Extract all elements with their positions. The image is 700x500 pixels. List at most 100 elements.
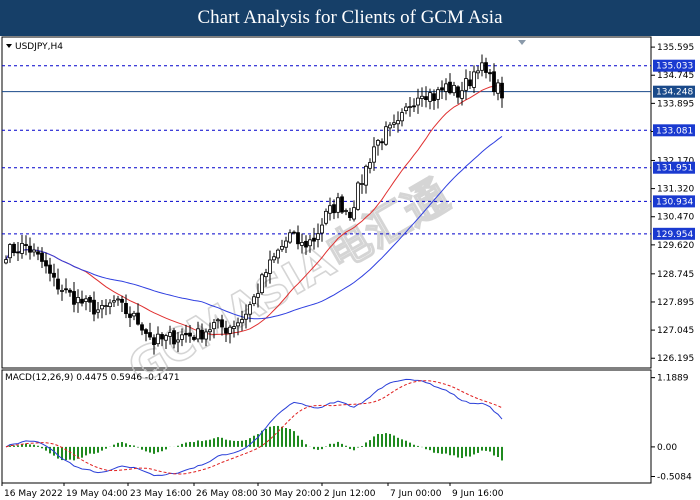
candle-body: [344, 210, 348, 212]
candle-body: [384, 126, 388, 145]
price-tick-label: 127.045: [657, 326, 694, 336]
candle-body: [4, 259, 8, 264]
candle-body: [312, 237, 316, 242]
candle-body: [444, 83, 448, 92]
level-label-box: [653, 195, 695, 208]
page-title: Chart Analysis for Clients of GCM Asia: [0, 0, 700, 36]
candle-body: [388, 124, 392, 129]
candle-body: [224, 327, 228, 334]
candle-body: [484, 62, 488, 73]
candle-body: [428, 92, 432, 102]
candle-body: [192, 336, 196, 340]
candle-body: [40, 252, 44, 262]
candle-body: [276, 249, 280, 259]
candle-body: [292, 231, 296, 234]
macd-label: MACD(12,26,9) 0.4475 0.5946 -0.1471: [5, 373, 180, 383]
candle-body: [448, 81, 452, 94]
candle-body: [348, 211, 352, 218]
candle-body: [144, 329, 148, 334]
candle-body: [360, 183, 364, 185]
candle-body: [432, 93, 436, 101]
candle-body: [336, 197, 340, 213]
macd-tick-label: 0.00: [657, 443, 677, 453]
candle-body: [324, 210, 328, 224]
candle-body: [44, 260, 48, 267]
candle-body: [392, 122, 396, 125]
candle-body: [128, 313, 132, 318]
candle-body: [176, 339, 180, 343]
candle-body: [164, 335, 168, 341]
symbol-dropdown-icon[interactable]: [6, 44, 12, 48]
candle-body: [440, 87, 444, 91]
candle-body: [32, 249, 36, 253]
candle-body: [340, 196, 344, 213]
candle-body: [256, 293, 260, 298]
time-tick-label: 9 Jun 16:00: [452, 489, 504, 499]
level-label: 135.033: [656, 62, 693, 72]
candle-body: [308, 239, 312, 247]
candle-body: [208, 329, 212, 333]
candle-body: [84, 298, 88, 302]
candle-body: [104, 305, 108, 308]
candle-body: [180, 334, 184, 340]
macd-panel-frame: [1, 369, 652, 484]
candle-body: [48, 264, 52, 274]
candle-body: [240, 319, 244, 324]
candle-body: [248, 304, 252, 315]
candle-body: [136, 312, 140, 325]
candle-body: [60, 290, 64, 292]
candle-body: [304, 240, 308, 248]
candle-body: [148, 332, 152, 338]
candle-body: [56, 278, 60, 290]
price-tick-label: 134.745: [657, 71, 694, 81]
candle-body: [408, 106, 412, 108]
candle-body: [156, 333, 160, 345]
price-tick-label: 135.595: [657, 43, 694, 53]
shift-marker-icon: [518, 40, 526, 45]
price-tick-label: 131.320: [657, 185, 694, 195]
candle-body: [132, 312, 136, 317]
level-label: 129.954: [656, 230, 693, 240]
candle-body: [172, 330, 176, 345]
candle-body: [296, 232, 300, 245]
candle-body: [120, 298, 124, 303]
candle-body: [452, 84, 456, 94]
candle-body: [468, 79, 472, 87]
candle-body: [356, 182, 360, 210]
candle-body: [424, 96, 428, 100]
ma-fast-line: [5, 84, 503, 336]
level-label: 133.081: [656, 126, 693, 136]
price-tick-label: 127.895: [657, 298, 694, 308]
level-label-box: [653, 161, 695, 174]
candle-body: [488, 72, 492, 75]
candle-body: [28, 245, 32, 253]
candle-body: [396, 120, 400, 125]
candle-body: [372, 146, 376, 163]
level-label-box: [653, 85, 695, 98]
candle-body: [272, 256, 276, 261]
macd-tick-label: -0.5084: [657, 472, 692, 482]
candle-body: [68, 289, 72, 293]
candle-body: [96, 309, 100, 313]
time-tick-label: 23 May 16:00: [130, 489, 192, 499]
candle-body: [416, 97, 420, 106]
candle-body: [460, 90, 464, 99]
price-tick-label: 129.620: [657, 241, 694, 251]
candle-body: [88, 296, 92, 303]
candle-body: [500, 82, 504, 99]
candle-body: [152, 337, 156, 345]
candle-body: [380, 141, 384, 144]
level-label-box: [653, 124, 695, 137]
macd-axis: 1.1889 0.00 -0.5084: [651, 374, 692, 482]
candle-body: [352, 207, 356, 220]
level-label-box: [653, 59, 695, 72]
candle-body: [332, 204, 336, 214]
level-label: 134.248: [656, 88, 693, 98]
candle-body: [244, 313, 248, 320]
macd-tick-label: 1.1889: [657, 374, 689, 384]
candle-body: [16, 251, 20, 254]
price-tick-label: 130.470: [657, 213, 694, 223]
candle-body: [252, 296, 256, 305]
candle-body: [124, 302, 128, 315]
candle-body: [368, 162, 372, 169]
